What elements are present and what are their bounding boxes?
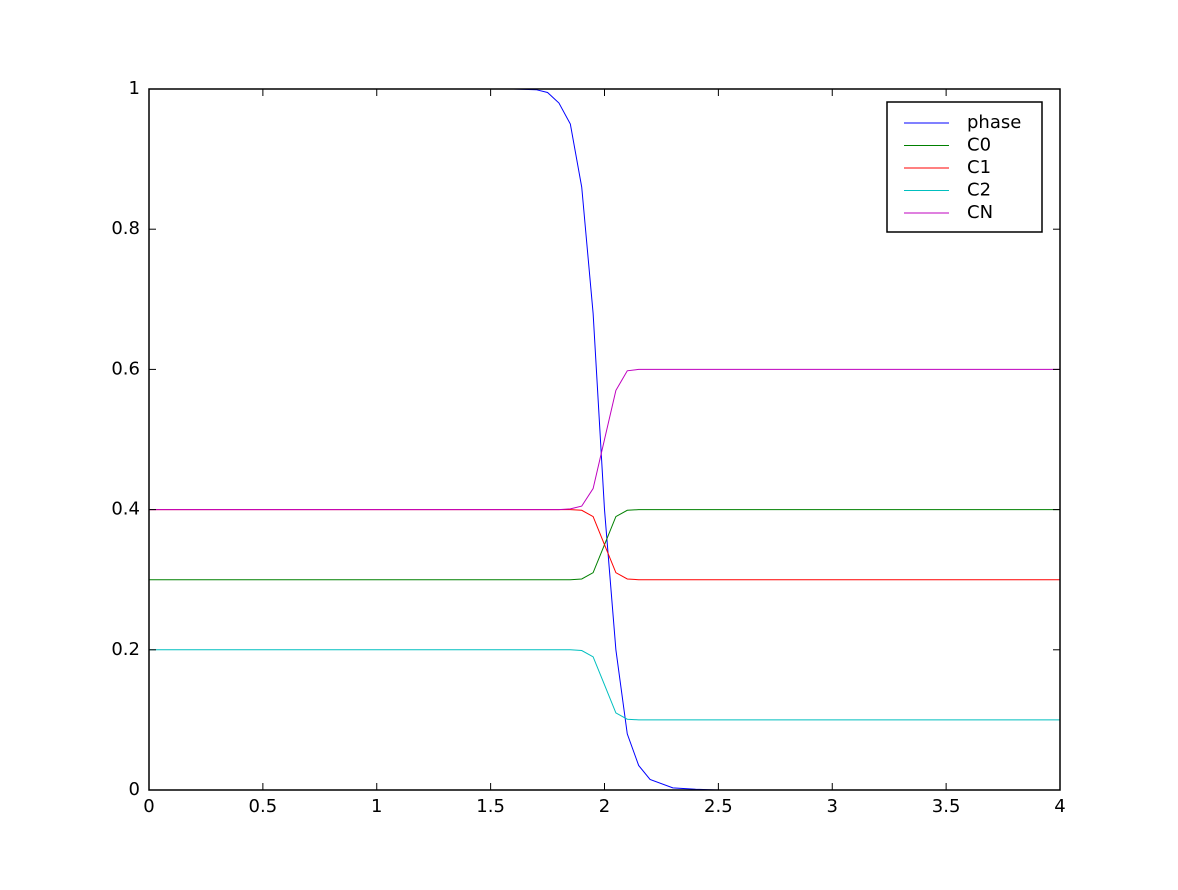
series-line xyxy=(149,509,1060,581)
y-tick-label: 0 xyxy=(129,779,140,800)
legend-label: phase xyxy=(967,112,1021,133)
legend-label: C0 xyxy=(967,135,991,156)
y-tick-label: 0.8 xyxy=(111,218,140,239)
x-tick-label: 2 xyxy=(599,796,610,817)
x-tick-label: 0.5 xyxy=(249,796,278,817)
y-tick-label: 0.6 xyxy=(111,358,140,379)
x-tick-label: 2.5 xyxy=(704,796,733,817)
series-line xyxy=(149,649,1060,721)
series-line xyxy=(149,509,1060,581)
y-tick-label: 0.2 xyxy=(111,639,140,660)
series-line xyxy=(149,368,1060,511)
y-tick-label: 0.4 xyxy=(111,499,140,520)
x-tick-label: 1 xyxy=(371,796,382,817)
x-tick-label: 4 xyxy=(1054,796,1065,817)
x-tick-label: 0 xyxy=(143,796,154,817)
legend-box xyxy=(886,101,1043,233)
legend-label: CN xyxy=(967,202,993,223)
legend-label: C2 xyxy=(967,180,991,201)
x-tick-label: 3.5 xyxy=(932,796,961,817)
x-tick-label: 1.5 xyxy=(476,796,505,817)
legend-label: C1 xyxy=(967,157,991,178)
y-tick-label: 1 xyxy=(129,78,140,99)
x-tick-label: 3 xyxy=(827,796,838,817)
